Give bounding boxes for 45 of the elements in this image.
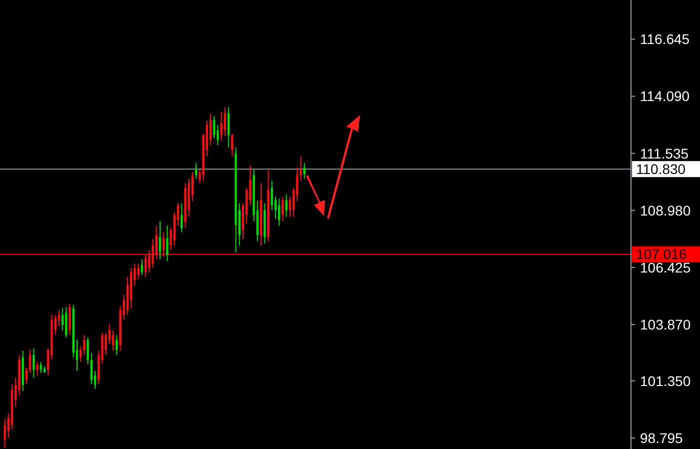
candlestick [116,334,118,356]
candlestick [90,352,93,385]
y-tick-label: 111.535 [640,145,689,162]
candlestick [180,202,183,233]
candlestick [162,232,165,258]
candlestick [137,263,140,280]
candlestick [282,196,284,222]
candlestick [104,332,107,356]
candlestick [148,250,150,274]
candlestick [83,334,86,356]
candlestick [140,258,144,276]
candlestick [112,330,114,352]
y-tick-label: 103.870 [640,316,691,332]
candlestick [28,349,32,374]
candlestick [227,106,230,148]
candlestick [61,308,64,332]
candlestick [231,134,234,157]
y-tick-label: 116.645 [640,31,690,48]
y-tick-label: 114.090 [640,88,690,104]
candlestick [155,225,158,260]
candlestick [40,361,42,374]
candlestick [25,366,28,385]
candlestick [65,306,68,338]
candlestick [300,156,302,182]
candlestick [4,418,6,448]
candlestick [86,336,89,365]
candlestick [278,198,280,226]
candlestick [144,254,147,278]
candlestick [209,113,212,146]
candlestick [152,238,154,269]
y-tick-label: 98.795 [640,430,684,446]
ref-line-label: 110.830 [636,161,686,177]
candlestick [158,220,162,260]
candlestick [285,194,288,218]
candlestick [213,116,216,139]
candlestick [80,346,82,362]
y-tick-label: 101.350 [640,372,691,389]
candlestick [36,361,38,376]
candlestick [32,348,35,378]
candlestick [224,106,226,137]
candlestick [270,180,273,210]
y-tick-label: 108.980 [640,202,691,218]
candlestick [166,225,168,262]
candlestick [303,162,306,180]
candlestick [68,303,71,336]
